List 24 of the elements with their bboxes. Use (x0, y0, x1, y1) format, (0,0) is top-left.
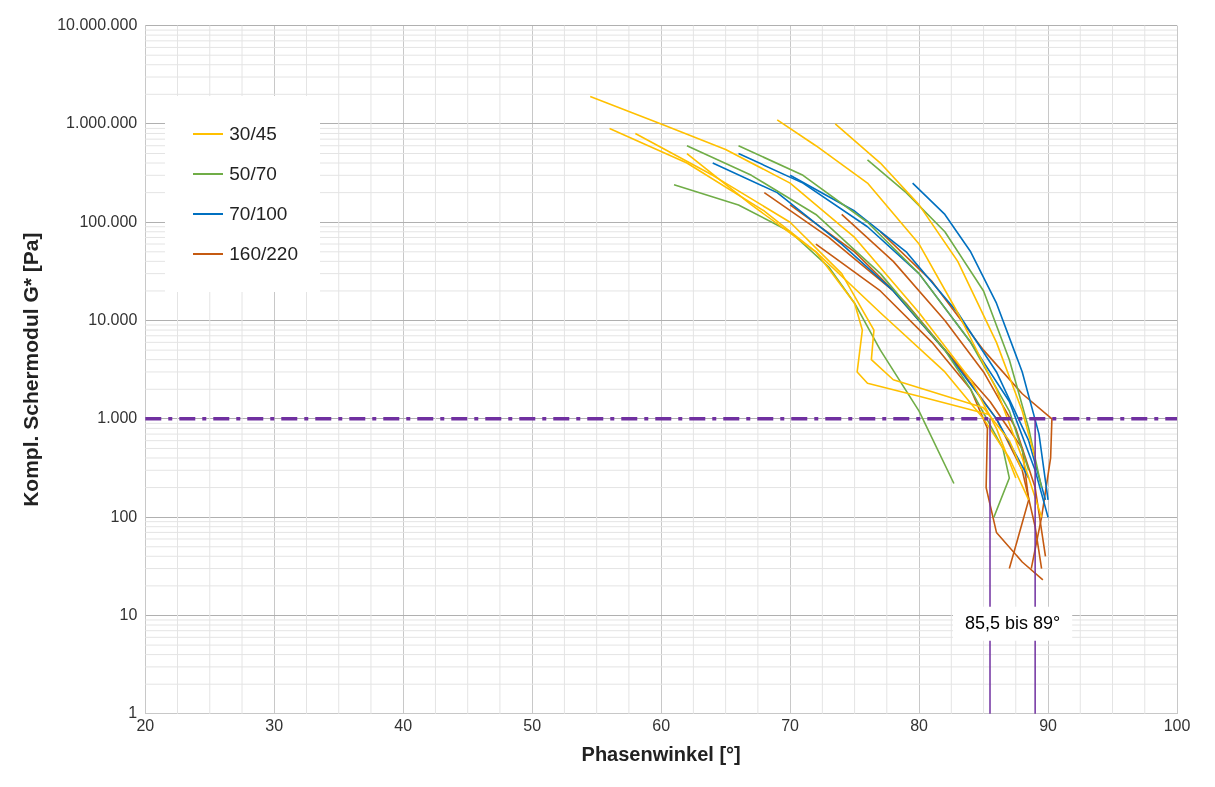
y-tick-label: 10.000 (88, 310, 138, 328)
y-tick-label: 10.000.000 (57, 16, 138, 34)
x-axis-title: Phasenwinkel [°] (581, 742, 741, 765)
x-tick-label: 40 (394, 716, 413, 734)
y-tick-label: 100 (110, 507, 138, 525)
y-tick-label: 1.000 (97, 409, 138, 427)
y-tick-label: 100.000 (79, 212, 138, 230)
legend-label: 50/70 (229, 161, 277, 186)
y-tick-label: 1 (128, 704, 138, 722)
y-tick-label: 10 (119, 605, 138, 623)
y-tick-label: 1.000.000 (66, 114, 138, 132)
x-tick-label: 90 (1039, 716, 1058, 734)
x-tick-label: 80 (910, 716, 929, 734)
x-tick-label: 50 (523, 716, 542, 734)
x-tick-label: 60 (652, 716, 671, 734)
legend-label: 30/45 (229, 121, 277, 146)
legend-label: 160/220 (229, 241, 298, 266)
annotation: 85,5 bis 89° (964, 612, 1061, 633)
legend-label: 70/100 (229, 201, 288, 226)
x-tick-label: 100 (1163, 716, 1191, 734)
x-tick-label: 70 (781, 716, 800, 734)
y-axis-title: Kompl. Schermodul G* [Pa] (19, 232, 43, 507)
x-tick-label: 20 (136, 716, 155, 734)
x-tick-label: 30 (265, 716, 284, 734)
